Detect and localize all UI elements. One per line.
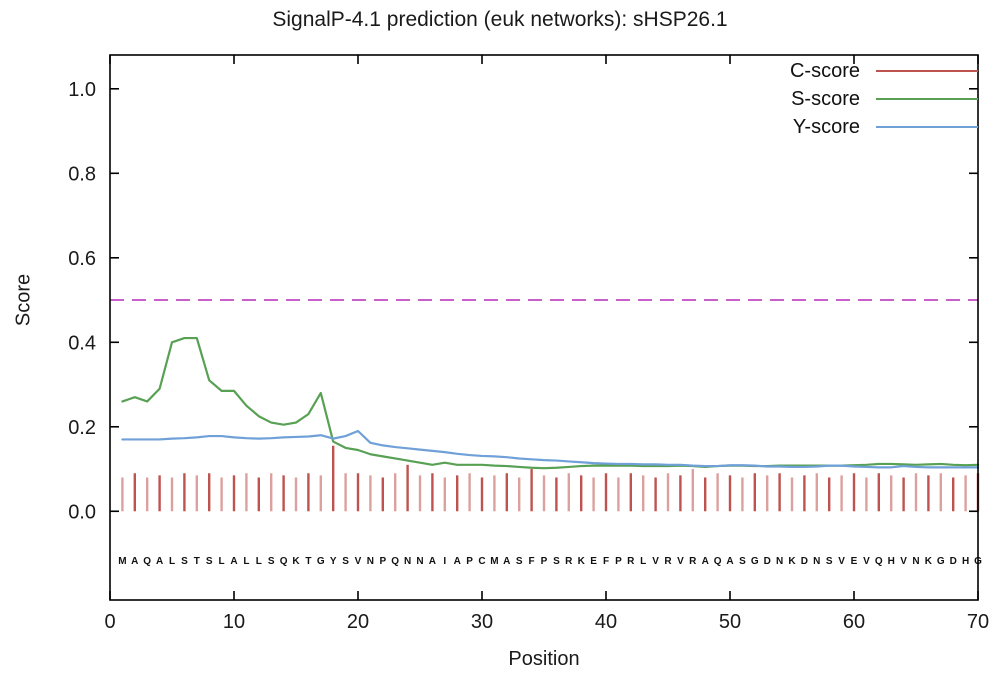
svg-text:G: G — [937, 556, 945, 567]
svg-text:A: A — [503, 556, 510, 567]
svg-text:0.8: 0.8 — [68, 163, 96, 185]
svg-text:N: N — [813, 556, 820, 567]
svg-text:D: D — [764, 556, 771, 567]
svg-text:G: G — [751, 556, 759, 567]
svg-text:K: K — [788, 556, 796, 567]
svg-text:F: F — [529, 556, 535, 567]
svg-text:0: 0 — [104, 611, 115, 633]
svg-text:V: V — [838, 556, 845, 567]
x-axis-label: Position — [508, 648, 580, 670]
svg-text:70: 70 — [967, 611, 989, 633]
svg-text:T: T — [305, 556, 311, 567]
svg-text:K: K — [925, 556, 933, 567]
svg-text:R: R — [565, 556, 573, 567]
svg-text:C: C — [478, 556, 485, 567]
legend-label-s-score: S-score — [791, 87, 860, 110]
svg-text:N: N — [912, 556, 919, 567]
svg-text:V: V — [677, 556, 684, 567]
svg-text:I: I — [443, 556, 446, 567]
svg-text:Q: Q — [143, 556, 151, 567]
svg-text:V: V — [863, 556, 870, 567]
svg-text:N: N — [367, 556, 374, 567]
legend-item-c-score: C-score — [790, 57, 978, 85]
svg-text:A: A — [156, 556, 163, 567]
svg-text:P: P — [615, 556, 622, 567]
svg-text:Q: Q — [391, 556, 399, 567]
svg-text:A: A — [131, 556, 138, 567]
svg-text:D: D — [801, 556, 808, 567]
svg-text:S: S — [342, 556, 349, 567]
svg-text:S: S — [739, 556, 746, 567]
svg-text:P: P — [541, 556, 548, 567]
svg-text:Q: Q — [875, 556, 883, 567]
svg-text:R: R — [664, 556, 672, 567]
svg-text:K: K — [292, 556, 300, 567]
svg-text:Q: Q — [714, 556, 722, 567]
svg-text:L: L — [219, 556, 225, 567]
svg-text:0.4: 0.4 — [68, 332, 96, 354]
legend-line-c-score — [876, 70, 978, 72]
svg-text:60: 60 — [843, 611, 865, 633]
svg-text:50: 50 — [719, 611, 741, 633]
svg-text:L: L — [169, 556, 175, 567]
svg-text:S: S — [181, 556, 188, 567]
svg-text:M: M — [118, 556, 126, 567]
svg-text:D: D — [950, 556, 957, 567]
legend: C-score S-score Y-score — [790, 57, 978, 141]
svg-text:E: E — [590, 556, 597, 567]
svg-text:A: A — [726, 556, 733, 567]
legend-item-s-score: S-score — [790, 85, 978, 113]
svg-text:E: E — [851, 556, 858, 567]
svg-text:R: R — [627, 556, 635, 567]
svg-text:0.2: 0.2 — [68, 417, 96, 439]
svg-text:R: R — [689, 556, 697, 567]
svg-text:20: 20 — [347, 611, 369, 633]
legend-line-y-score — [876, 126, 978, 128]
svg-text:S: S — [553, 556, 560, 567]
legend-line-s-score — [876, 98, 978, 100]
svg-text:S: S — [206, 556, 213, 567]
svg-text:0.6: 0.6 — [68, 248, 96, 270]
svg-text:0.0: 0.0 — [68, 501, 96, 523]
svg-text:Q: Q — [280, 556, 288, 567]
chart-title: SignalP-4.1 prediction (euk networks): s… — [272, 8, 728, 31]
svg-text:1.0: 1.0 — [68, 79, 96, 101]
svg-text:P: P — [379, 556, 386, 567]
svg-text:10: 10 — [223, 611, 245, 633]
svg-text:40: 40 — [595, 611, 617, 633]
svg-text:A: A — [702, 556, 709, 567]
svg-text:G: G — [317, 556, 325, 567]
svg-text:N: N — [416, 556, 423, 567]
svg-text:A: A — [454, 556, 461, 567]
svg-text:K: K — [578, 556, 586, 567]
svg-text:H: H — [962, 556, 969, 567]
svg-text:L: L — [640, 556, 646, 567]
svg-text:V: V — [355, 556, 362, 567]
svg-text:F: F — [603, 556, 609, 567]
svg-text:N: N — [404, 556, 411, 567]
svg-text:30: 30 — [471, 611, 493, 633]
legend-label-c-score: C-score — [789, 59, 860, 82]
svg-text:P: P — [466, 556, 473, 567]
svg-text:T: T — [194, 556, 200, 567]
legend-item-y-score: Y-score — [790, 113, 978, 141]
svg-text:S: S — [826, 556, 833, 567]
svg-text:A: A — [230, 556, 237, 567]
svg-text:V: V — [900, 556, 907, 567]
svg-text:L: L — [243, 556, 249, 567]
svg-text:V: V — [652, 556, 659, 567]
svg-text:H: H — [888, 556, 895, 567]
svg-text:M: M — [490, 556, 498, 567]
svg-text:Y: Y — [330, 556, 337, 567]
svg-text:L: L — [256, 556, 262, 567]
svg-text:S: S — [268, 556, 275, 567]
svg-text:A: A — [429, 556, 436, 567]
legend-label-y-score: Y-score — [792, 115, 860, 138]
svg-text:S: S — [516, 556, 523, 567]
svg-text:N: N — [776, 556, 783, 567]
